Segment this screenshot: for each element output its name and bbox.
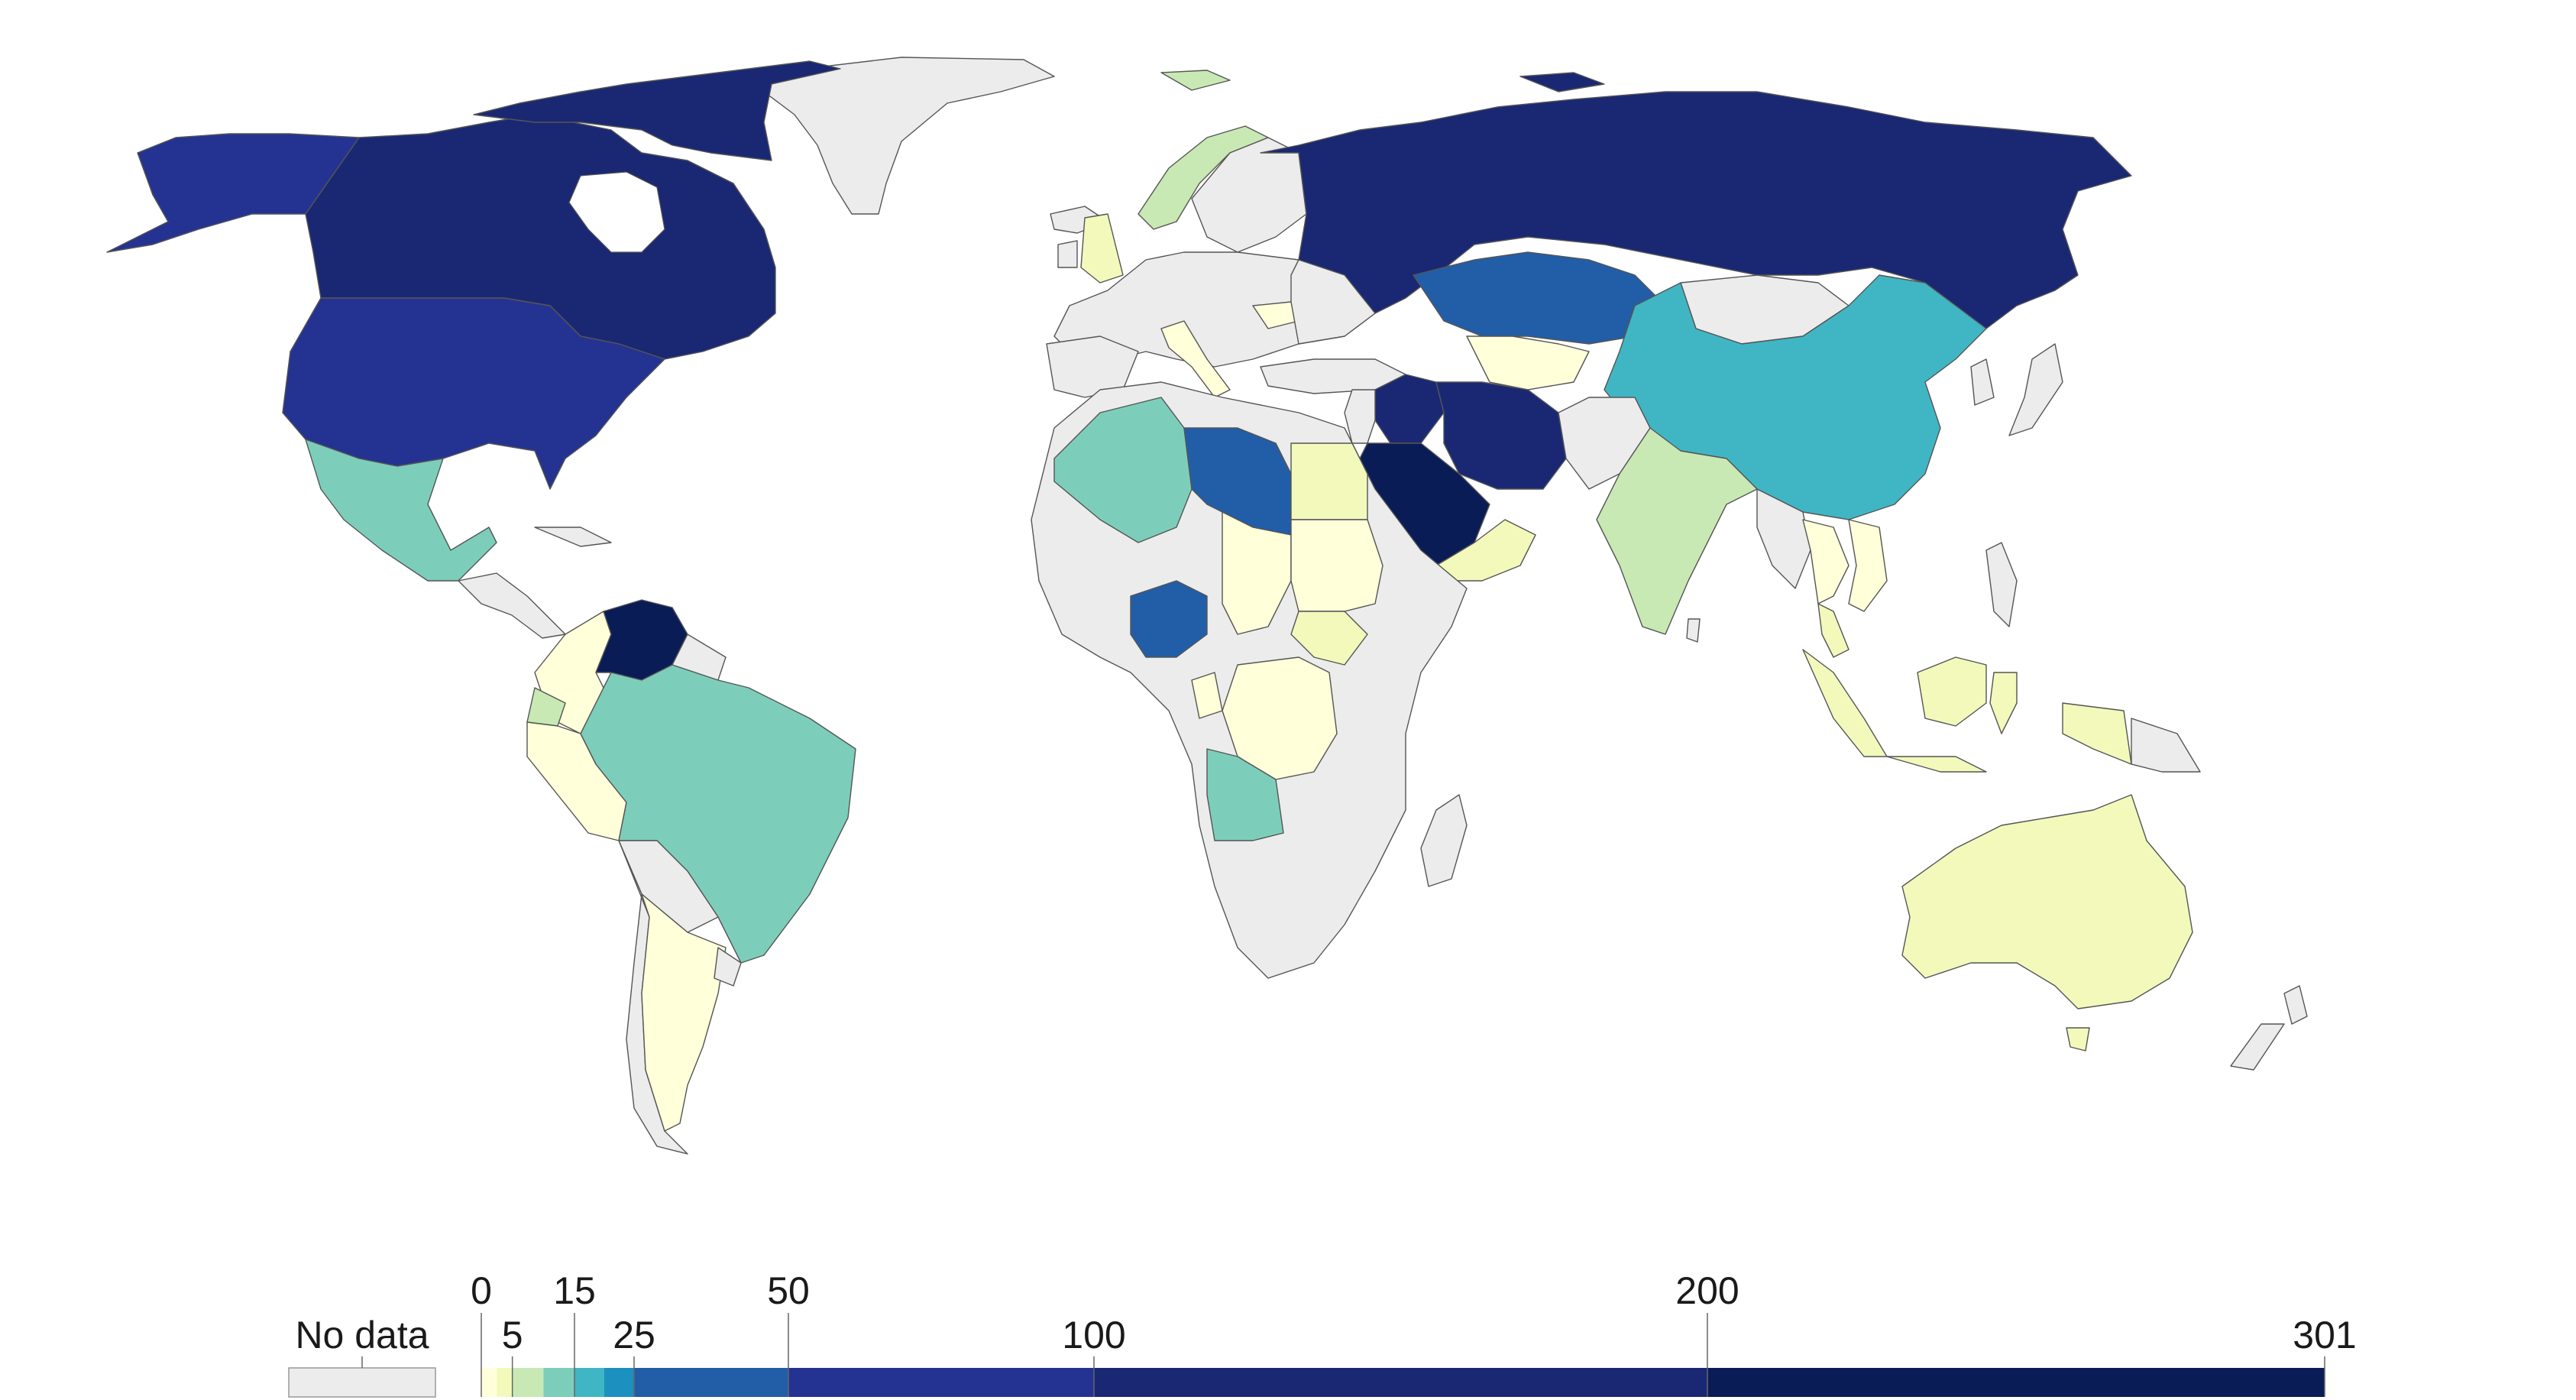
region-drc	[1222, 656, 1338, 780]
legend-bin-8	[1094, 1368, 1707, 1397]
legend-bin-2	[512, 1368, 544, 1397]
region-levant	[1344, 389, 1376, 444]
legend-tick-label-0: 0	[471, 1269, 492, 1312]
region-sudan	[1290, 519, 1383, 612]
legend: No data 05 15 25 50 100 200 301	[288, 1269, 2357, 1398]
region-philippines	[1985, 542, 2018, 627]
region-australia	[1901, 794, 2193, 1009]
region-russia	[1260, 91, 2132, 329]
legend-bin-3	[543, 1368, 574, 1397]
region-korea	[1970, 358, 1995, 406]
region-india	[1596, 427, 1758, 635]
region-png	[2131, 718, 2201, 773]
legend-ticks: 05 15 25 50 100 200 301	[471, 1269, 2357, 1397]
region-novaya-zemlya	[1519, 72, 1605, 92]
region-uruguay	[714, 947, 742, 987]
region-algeria	[1053, 397, 1193, 543]
legend-tick-label-2: 15	[553, 1269, 596, 1312]
legend-no-data-swatch	[288, 1367, 436, 1398]
legend-bin-4	[574, 1368, 604, 1397]
region-egypt	[1290, 442, 1368, 520]
region-sulawesi	[1989, 672, 2018, 734]
region-central-america	[458, 572, 566, 639]
legend-tick-label-5: 100	[1062, 1314, 1125, 1356]
region-tasmania	[2066, 1027, 2090, 1052]
region-borneo	[1917, 656, 1987, 727]
region-malaysia	[1817, 603, 1849, 658]
region-new-zealand-south	[2230, 1023, 2285, 1071]
map-regions	[106, 57, 2308, 1155]
region-myanmar	[1756, 488, 1811, 589]
region-mexico	[305, 439, 497, 582]
legend-tick-label-4: 50	[767, 1269, 810, 1312]
region-iraq	[1374, 374, 1445, 444]
legend-bin-6	[634, 1368, 788, 1397]
legend-tick-label-7: 301	[2293, 1314, 2356, 1356]
region-central-asia	[1466, 335, 1590, 391]
region-argentina	[641, 893, 727, 1132]
hudson-bay	[568, 171, 665, 253]
region-nigeria	[1130, 580, 1208, 658]
region-ukraine-belarus	[1290, 259, 1376, 345]
legend-bin-5	[604, 1368, 634, 1397]
region-ireland	[1057, 240, 1078, 268]
legend-tick-label-6: 200	[1675, 1269, 1739, 1312]
region-vietnam	[1848, 519, 1888, 612]
region-angola	[1206, 748, 1284, 841]
legend-tick-label-1: 5	[502, 1314, 523, 1356]
legend-no-data-label: No data	[295, 1314, 429, 1356]
region-sumatra	[1802, 649, 1888, 757]
region-brazil	[580, 664, 856, 964]
region-greenland	[763, 57, 1055, 215]
region-italy	[1160, 320, 1231, 398]
region-south-sudan	[1290, 611, 1368, 666]
region-svalbard	[1160, 70, 1231, 91]
legend-bin-9	[1707, 1368, 2325, 1397]
region-canada-islands	[473, 60, 841, 161]
region-chad	[1222, 511, 1292, 635]
region-alaska	[106, 133, 360, 253]
region-cuba	[534, 527, 612, 547]
region-sri-lanka	[1686, 618, 1701, 643]
legend-tick-label-3: 25	[613, 1314, 655, 1356]
region-iran	[1435, 381, 1567, 490]
legend-bin-7	[788, 1368, 1094, 1397]
legend-bin-0	[481, 1368, 497, 1397]
legend-color-bins	[481, 1368, 2325, 1397]
region-java	[1886, 756, 1987, 773]
region-papua-indo	[2062, 702, 2132, 765]
region-new-zealand	[2283, 985, 2308, 1025]
region-madagascar	[1420, 794, 1468, 887]
region-thailand	[1802, 519, 1849, 604]
legend-bin-1	[497, 1368, 513, 1397]
region-japan	[2008, 343, 2063, 436]
region-uk	[1080, 213, 1124, 284]
